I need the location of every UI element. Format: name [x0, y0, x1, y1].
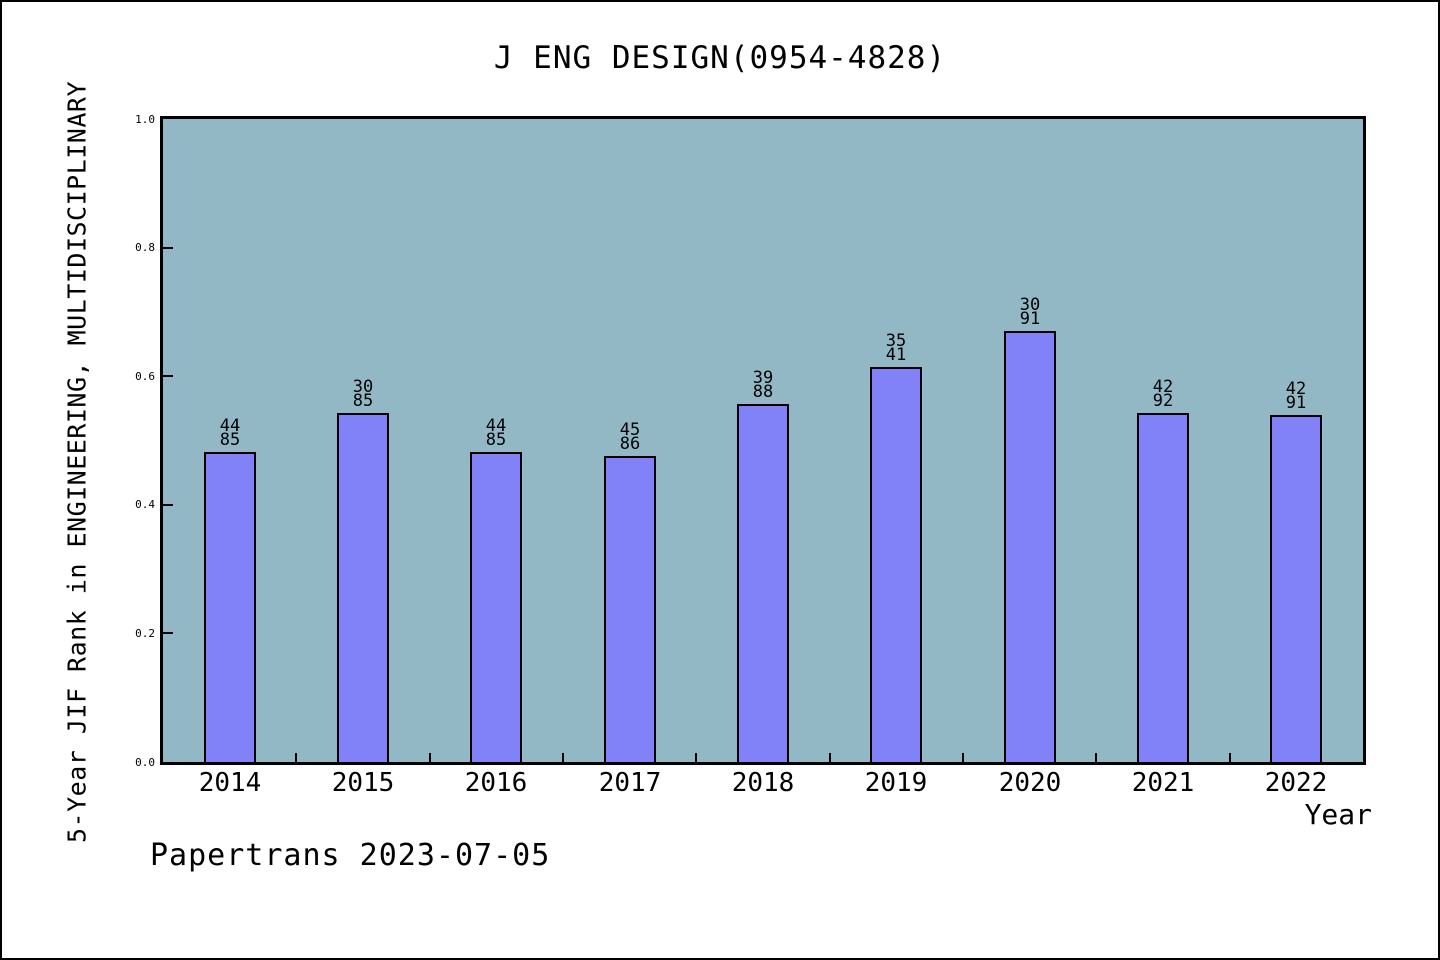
- chart-title: J ENG DESIGN(0954-4828): [493, 40, 947, 76]
- bar-2015: [337, 413, 389, 762]
- bar-annotation-2014: 44 85: [219, 416, 241, 450]
- y-tick-mark: [163, 632, 173, 634]
- bar-annotation-2020: 30 91: [1019, 295, 1041, 329]
- x-tick-mark: [829, 753, 831, 762]
- y-axis-label: 5-Year JIF Rank in ENGINEERING, MULTIDIS…: [62, 80, 92, 844]
- y-tick-label: 0.0: [135, 756, 155, 769]
- bar-2017: [604, 456, 656, 762]
- x-tick-label-2019: 2019: [864, 768, 928, 798]
- y-tick-mark: [163, 247, 173, 249]
- y-tick-label: 0.6: [135, 370, 155, 383]
- x-tick-mark: [562, 753, 564, 762]
- x-tick-mark: [962, 753, 964, 762]
- x-tick-mark: [695, 753, 697, 762]
- y-tick-label: 0.2: [135, 627, 155, 640]
- x-tick-label-2018: 2018: [731, 768, 795, 798]
- x-tick-label-2015: 2015: [331, 768, 395, 798]
- bar-annotation-2022: 42 91: [1285, 379, 1307, 413]
- x-tick-label-2014: 2014: [198, 768, 262, 798]
- bar-2016: [470, 452, 522, 762]
- bar-2014: [204, 452, 256, 762]
- x-tick-label-2021: 2021: [1131, 768, 1195, 798]
- plot-area: 44 85 30 85 44 85 45 86 39 88 35 41 30 91 42 92…: [160, 116, 1366, 765]
- bar-2020: [1004, 331, 1056, 762]
- x-tick-label-2020: 2020: [998, 768, 1062, 798]
- bar-annotation-2016: 44 85: [485, 416, 507, 450]
- bar-annotation-2018: 39 88: [752, 368, 774, 402]
- x-tick-mark: [1095, 753, 1097, 762]
- x-tick-mark: [295, 753, 297, 762]
- x-tick-label-2022: 2022: [1264, 768, 1328, 798]
- y-tick-mark: [163, 504, 173, 506]
- bar-annotation-2019: 35 41: [885, 331, 907, 365]
- bar-2019: [870, 367, 922, 762]
- y-tick-label: 1.0: [135, 113, 155, 126]
- bar-2022: [1270, 415, 1322, 762]
- x-tick-label-2016: 2016: [464, 768, 528, 798]
- y-tick-label: 0.8: [135, 241, 155, 254]
- footer-watermark: Papertrans 2023-07-05: [150, 838, 551, 873]
- y-tick-mark: [163, 375, 173, 377]
- x-tick-mark: [1229, 753, 1231, 762]
- bar-annotation-2017: 45 86: [619, 420, 641, 454]
- y-tick-label: 0.4: [135, 498, 155, 511]
- bar-2021: [1137, 413, 1189, 762]
- bar-annotation-2015: 30 85: [352, 377, 374, 411]
- x-axis-label: Year: [1304, 798, 1372, 831]
- bar-annotation-2021: 42 92: [1152, 377, 1174, 411]
- x-tick-label-2017: 2017: [598, 768, 662, 798]
- bar-2018: [737, 404, 789, 762]
- x-tick-mark: [429, 753, 431, 762]
